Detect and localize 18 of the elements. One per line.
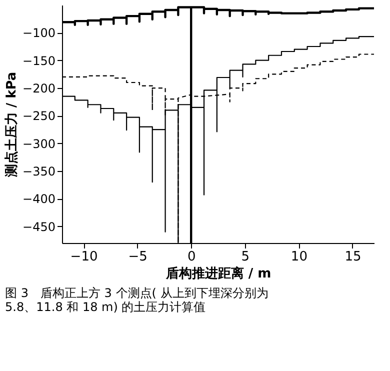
y-tick-label: −400 [22, 192, 56, 206]
x-tick-label: −5 [128, 250, 148, 264]
y-tick-label: −300 [22, 136, 56, 151]
y-tick-label: −250 [22, 109, 56, 124]
x-tick-label: 10 [290, 250, 308, 264]
text: 5.8、11.8 和 18 m) 的土压力计算值 [5, 300, 206, 314]
x-tick-label: 15 [344, 250, 362, 264]
y-tick-label: −100 [22, 26, 56, 40]
x-tick-label: 0 [187, 250, 196, 264]
caption: 图 3 盾构正上方 3 个测点( 从上到下埋深分别为 [5, 286, 268, 300]
x-tick-label: −10 [70, 250, 98, 264]
y-tick-label: −350 [22, 164, 56, 179]
y-tick-label: −200 [22, 82, 56, 96]
y-axis-title: 测点土压力 / kPa [4, 72, 20, 178]
x-tick-label: 5 [241, 250, 250, 264]
y-tick-label: −150 [22, 54, 56, 68]
x-axis-title: 盾构推进距离 / m [164, 266, 272, 282]
y-tick-label: −450 [22, 220, 56, 234]
